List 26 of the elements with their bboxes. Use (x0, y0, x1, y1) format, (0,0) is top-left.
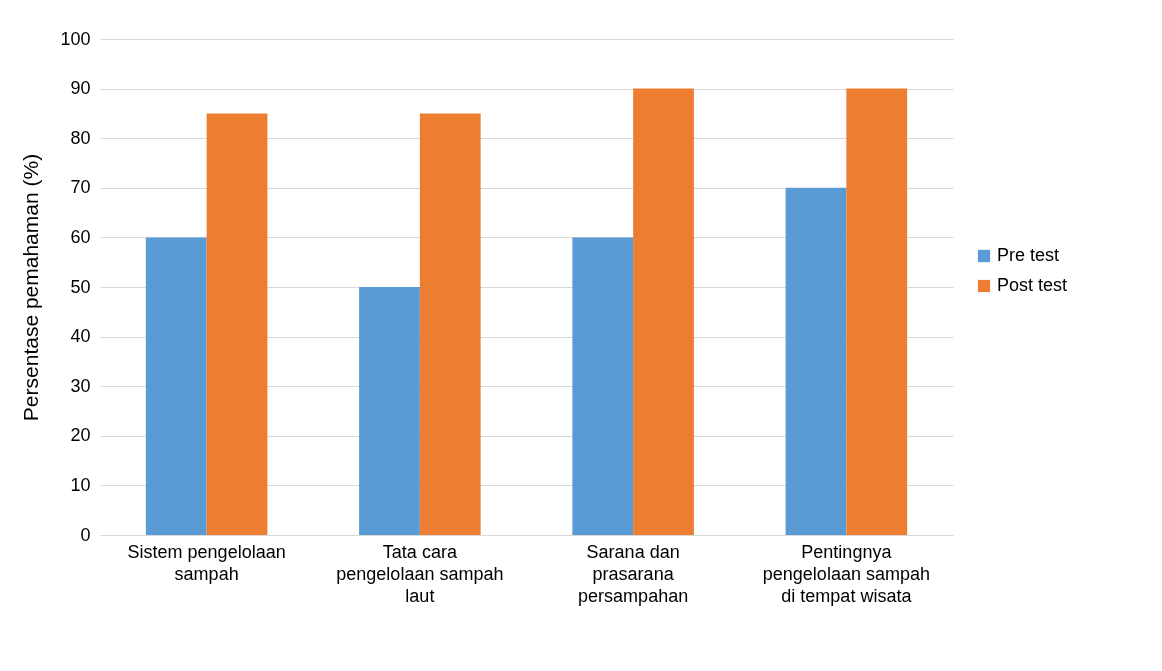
y-tick-label: 40 (70, 326, 91, 347)
x-tick-label: Pentingnya pengelolaan sampah di tempat wisata (762, 541, 930, 606)
bar (785, 187, 847, 535)
y-tick-label: 60 (70, 226, 91, 247)
y-tick-label: 70 (70, 177, 91, 198)
x-tick-label: Sistem pengelolaan sampah (127, 541, 286, 584)
y-tick-label: 50 (70, 276, 91, 297)
legend-label: Post test (997, 275, 1068, 295)
y-axis-title: Persentase pemahaman (%) (19, 153, 43, 422)
y-tick-label: 0 (80, 524, 91, 545)
y-tick-label: 100 (60, 28, 91, 49)
bar (206, 113, 268, 535)
bar (572, 237, 634, 535)
bar (359, 287, 420, 535)
y-tick-label: 30 (70, 375, 91, 396)
bar (846, 88, 908, 535)
y-tick-label: 20 (70, 425, 91, 446)
x-tick-label: Sarana dan prasarana persampahan (578, 541, 689, 606)
bar (419, 113, 481, 535)
y-tick-label: 90 (70, 78, 91, 99)
legend-label: Pre test (997, 245, 1060, 265)
bar (145, 237, 207, 535)
bar (633, 88, 694, 535)
x-tick-label: Tata cara pengelolaan sampah laut (336, 541, 504, 606)
y-tick-label: 10 (70, 474, 91, 495)
y-tick-label: 80 (70, 127, 91, 148)
